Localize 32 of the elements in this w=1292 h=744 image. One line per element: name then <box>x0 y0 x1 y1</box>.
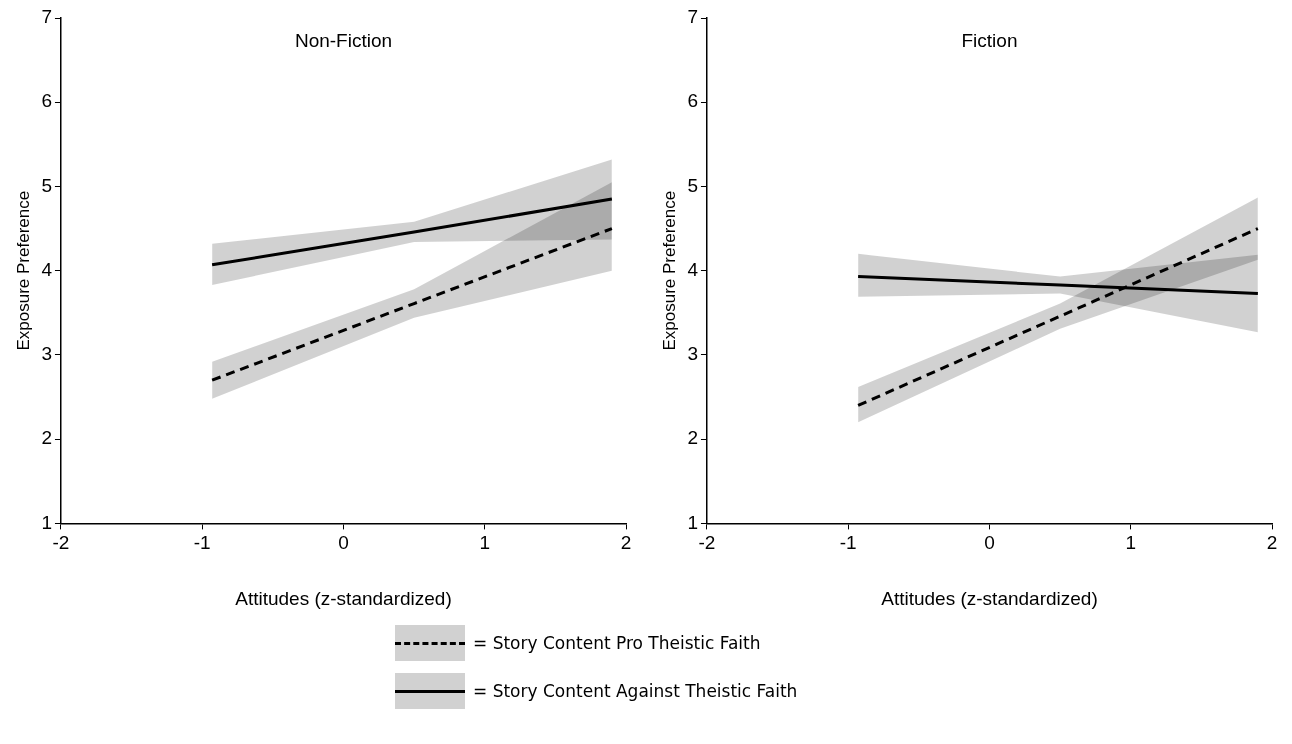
text: Non-Fiction <box>294 29 393 51</box>
x-tick-label: -2 <box>698 532 716 554</box>
y-tick-label: 5 <box>41 174 52 196</box>
y-axis-title: Exposure Preference <box>659 190 679 351</box>
y-tick-label: 5 <box>687 174 698 196</box>
text: Fiction <box>961 29 1018 51</box>
x-tick-label: -1 <box>839 532 857 554</box>
y-tick-label: 2 <box>687 427 698 449</box>
y-axis-title: Exposure Preference <box>13 190 33 351</box>
x-tick-label: 0 <box>984 532 995 554</box>
legend-label: = Story Content Pro Theistic Faith <box>473 633 761 653</box>
y-tick-label: 1 <box>41 511 52 533</box>
y-tick-label: 3 <box>687 343 698 365</box>
x-tick-label: 2 <box>1266 532 1278 554</box>
x-tick-label: 0 <box>338 532 349 554</box>
y-tick-label: 3 <box>41 343 52 365</box>
legend-label: = Story Content Against Theistic Faith <box>473 681 798 701</box>
x-axis-title: Attitudes (z-standardized) <box>881 587 1098 609</box>
x-tick-label: 1 <box>479 532 491 554</box>
x-tick-label: -2 <box>52 532 70 554</box>
y-tick-label: 1 <box>687 511 698 533</box>
y-tick-label: 7 <box>687 6 698 28</box>
y-tick-label: 6 <box>687 90 698 112</box>
y-tick-label: 6 <box>41 90 52 112</box>
x-axis-title: Attitudes (z-standardized) <box>235 587 452 609</box>
x-tick-label: 2 <box>620 532 632 554</box>
x-tick-label: 1 <box>1125 532 1137 554</box>
y-tick-label: 2 <box>41 427 52 449</box>
y-tick-label: 7 <box>41 6 52 28</box>
y-tick-label: 4 <box>41 258 53 280</box>
x-tick-label: -1 <box>193 532 211 554</box>
y-tick-label: 4 <box>687 258 699 280</box>
